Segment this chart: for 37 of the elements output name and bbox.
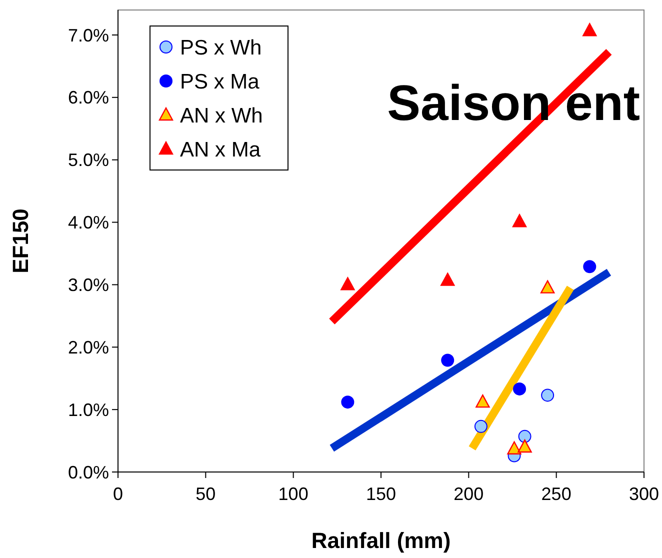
legend-label: AN x Wh [180, 104, 263, 128]
y-axis-title: EF150 [8, 208, 33, 274]
legend-label: PS x Wh [180, 36, 262, 60]
y-tick-label: 0.0% [68, 462, 109, 482]
y-tick-label: 7.0% [68, 25, 109, 46]
point [512, 214, 527, 228]
x-tick-label: 200 [454, 484, 484, 504]
x-tick-label: 300 [628, 484, 660, 504]
x-tick-label: 100 [278, 484, 308, 504]
point [541, 388, 554, 402]
x-tick-label: 150 [366, 484, 396, 504]
y-tick-label: 5.0% [68, 150, 109, 170]
x-tick-label: 0 [112, 484, 124, 504]
point [582, 23, 597, 36]
legend-label: AN x Ma [180, 138, 261, 162]
y-tick-label: 4.0% [68, 212, 109, 233]
y-tick-label: 6.0% [68, 88, 109, 108]
legend-label: PS x Ma [180, 70, 260, 94]
point [441, 354, 454, 367]
point [507, 441, 522, 454]
point [540, 280, 555, 294]
point [518, 430, 532, 443]
x-tick-label: 50 [196, 484, 216, 504]
x-axis-title: Rainfall (mm) [311, 528, 451, 553]
point [440, 272, 455, 286]
x-tick-label: 250 [541, 484, 572, 504]
point [518, 439, 532, 453]
point [583, 260, 596, 274]
y-tick-label: 2.0% [68, 337, 109, 358]
y-tick-label: 3.0% [68, 275, 109, 296]
y-tick-label: 1.0% [68, 400, 109, 420]
annotation: Saison ent [387, 75, 640, 131]
point [476, 394, 490, 408]
point [513, 382, 526, 396]
point [341, 396, 354, 409]
point [474, 420, 488, 433]
point [340, 277, 355, 290]
